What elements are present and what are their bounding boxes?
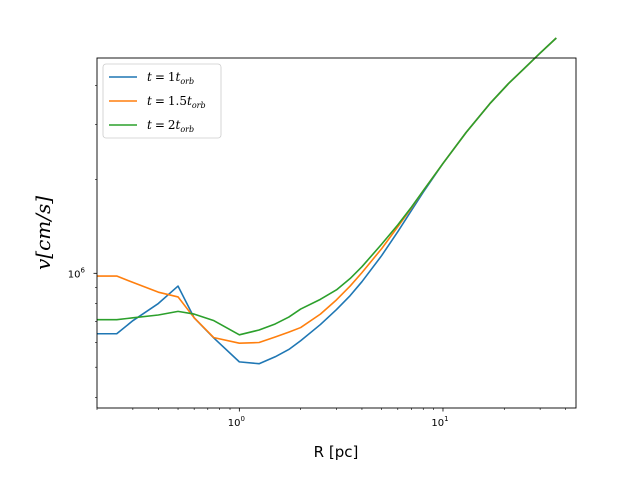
- x-tick-base: 10: [228, 418, 241, 429]
- legend-label-0: t = 1torb: [147, 70, 194, 86]
- x-axis-label: R [pc]: [314, 443, 359, 461]
- y-axis-label: v[cm/s]: [31, 196, 55, 270]
- y-tick-exponent: 6: [81, 266, 86, 274]
- legend-var: t: [147, 70, 152, 84]
- legend-eq: =: [155, 94, 165, 108]
- legend-coef: 1: [168, 70, 176, 84]
- legend-coef: 2: [168, 118, 176, 132]
- x-tick-base: 10: [431, 418, 444, 429]
- series-line-2: [97, 37, 557, 336]
- legend-var: t: [176, 70, 181, 84]
- legend-var: t: [187, 94, 192, 108]
- legend-var: t: [176, 118, 181, 132]
- series-lines: [97, 37, 557, 365]
- x-tick-exponent: 1: [444, 415, 448, 423]
- legend-subscript: orb: [192, 101, 206, 110]
- legend-label-1: t = 1.5torb: [147, 94, 206, 110]
- legend-subscript: orb: [180, 77, 194, 86]
- x-tick-label: 101: [431, 415, 448, 429]
- y-tick-base: 10: [68, 269, 81, 280]
- x-tick-exponent: 0: [240, 415, 244, 423]
- legend-eq: =: [155, 70, 165, 84]
- legend-label-2: t = 2torb: [147, 118, 194, 134]
- y-tick-label: 106: [68, 266, 86, 280]
- legend-var: t: [147, 118, 152, 132]
- legend-coef: 1.5: [168, 94, 187, 108]
- x-tick-label: 100: [228, 415, 245, 429]
- legend-box: [102, 63, 222, 139]
- legend-subscript: orb: [180, 125, 194, 134]
- legend-eq: =: [155, 118, 165, 132]
- legend-var: t: [147, 94, 152, 108]
